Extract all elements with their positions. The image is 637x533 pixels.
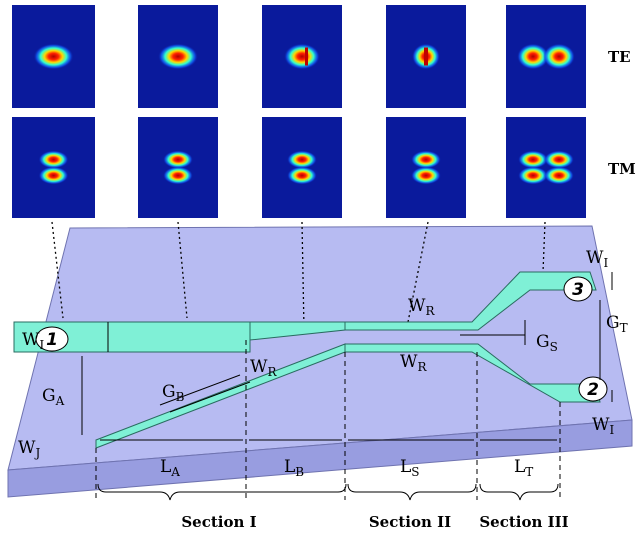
section-braces	[98, 484, 558, 500]
subscript: R	[425, 304, 435, 318]
mode-field	[287, 167, 317, 185]
mode-field	[158, 44, 198, 70]
subscript: I	[39, 338, 44, 352]
dimension-label: LT	[514, 457, 533, 479]
symbol: W	[408, 296, 426, 316]
section-label: Section I	[181, 513, 256, 531]
mode-field	[39, 167, 69, 185]
symbol: G	[536, 332, 550, 352]
mode-field	[163, 151, 193, 169]
section-label: Section II	[369, 513, 451, 531]
symbol: L	[284, 457, 295, 477]
symbol: W	[18, 438, 36, 458]
symbol: L	[400, 457, 411, 477]
symbol: W	[592, 415, 610, 435]
symbol: L	[160, 457, 171, 477]
subscript: T	[620, 321, 628, 335]
mode-panel	[386, 5, 466, 108]
subscript: I	[603, 256, 608, 270]
mode-field	[34, 44, 74, 70]
panel-bg	[506, 117, 586, 218]
subscript: I	[609, 423, 614, 437]
dimension-label: GT	[606, 313, 628, 335]
mode-core	[424, 48, 428, 66]
subscript: A	[170, 465, 180, 479]
mode-field	[543, 44, 575, 70]
mode-field	[544, 151, 574, 169]
mode-panel	[12, 117, 95, 218]
mode-field	[411, 151, 441, 169]
mode-panel	[506, 5, 586, 108]
row-label: TE	[608, 48, 631, 66]
symbol: W	[250, 357, 268, 377]
mode-panel	[262, 117, 342, 218]
symbol: W	[22, 330, 40, 350]
mode-field	[518, 151, 548, 169]
subscript: B	[295, 465, 304, 479]
port-label: 2	[587, 380, 599, 400]
mode-panel	[262, 5, 342, 108]
mode-profiles	[12, 5, 586, 218]
port-label: 1	[46, 330, 58, 350]
mode-field	[163, 167, 193, 185]
section-label: Section III	[479, 513, 568, 531]
symbol: G	[162, 382, 176, 402]
mode-panel	[138, 5, 218, 108]
mode-field	[287, 151, 317, 169]
symbol: L	[514, 457, 525, 477]
subscript: R	[267, 365, 277, 379]
symbol: G	[42, 386, 56, 406]
port-label: 3	[572, 280, 584, 300]
subscript: B	[176, 390, 185, 404]
figure: TE TM 1 2 3 Section I Section II S	[0, 0, 637, 533]
mode-core	[305, 48, 308, 66]
row-label: TM	[608, 160, 636, 178]
mode-field	[518, 167, 548, 185]
symbol: W	[400, 352, 418, 372]
mode-field	[284, 44, 320, 70]
mode-panel	[138, 117, 218, 218]
subscript: A	[55, 394, 65, 408]
mode-panel	[386, 117, 466, 218]
dimension-label: WI	[586, 248, 608, 270]
symbol: G	[606, 313, 620, 333]
mode-field	[544, 167, 574, 185]
mode-field	[39, 151, 69, 169]
symbol: W	[586, 248, 604, 268]
subscript: J	[33, 446, 40, 460]
mode-field	[411, 167, 441, 185]
mode-panel	[12, 5, 95, 108]
subscript: T	[525, 465, 533, 479]
subscript: S	[550, 340, 558, 354]
mode-panel	[506, 117, 586, 218]
subscript: R	[417, 360, 427, 374]
subscript: S	[411, 465, 419, 479]
